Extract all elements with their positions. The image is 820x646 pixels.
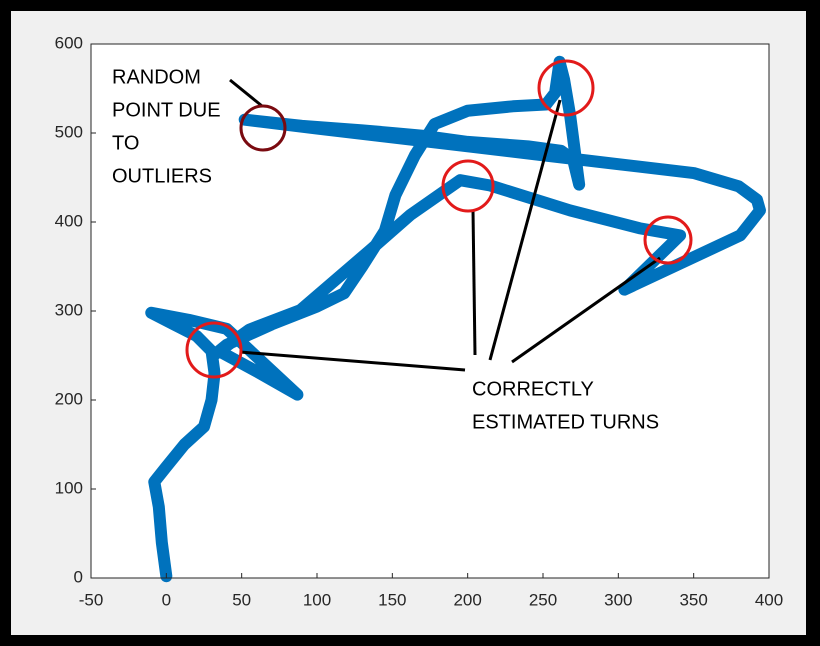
y-tick-label: 100 xyxy=(55,478,83,497)
y-tick-label: 400 xyxy=(55,211,83,230)
annotation: ESTIMATED TURNS xyxy=(472,411,659,433)
trajectory-line xyxy=(145,55,766,583)
annotation: OUTLIERS xyxy=(112,165,212,187)
plot-layer xyxy=(145,55,766,583)
pointer xyxy=(511,256,661,364)
circle xyxy=(239,104,287,152)
y-tick-label: 200 xyxy=(55,389,83,408)
circle xyxy=(441,159,495,213)
y-tick-label: 500 xyxy=(55,122,83,141)
circle xyxy=(643,215,693,265)
pointer xyxy=(229,78,263,108)
y-tick-label: 600 xyxy=(55,33,83,52)
x-tick-label: 400 xyxy=(755,590,783,609)
annotation-pointers xyxy=(229,78,661,372)
x-tick-label: 350 xyxy=(679,590,707,609)
pointer xyxy=(239,350,466,372)
annotation: TO xyxy=(112,132,139,154)
pointer xyxy=(471,209,477,356)
x-tick-label: 0 xyxy=(162,590,171,609)
x-tick-label: -50 xyxy=(79,590,104,609)
annotation: POINT DUE xyxy=(112,99,221,121)
x-tick-label: 200 xyxy=(453,590,481,609)
circle xyxy=(185,321,243,379)
x-tick-label: 250 xyxy=(529,590,557,609)
circle xyxy=(537,59,595,117)
x-tick-label: 50 xyxy=(232,590,251,609)
y-tick-label: 0 xyxy=(74,567,83,586)
x-tick-label: 150 xyxy=(378,590,406,609)
x-tick-label: 100 xyxy=(303,590,331,609)
annotation: RANDOM xyxy=(112,66,201,88)
highlight-circles xyxy=(185,59,693,379)
annotation: CORRECTLY xyxy=(472,378,594,400)
y-tick-label: 300 xyxy=(55,300,83,319)
pointer xyxy=(488,99,562,361)
x-tick-label: 300 xyxy=(604,590,632,609)
